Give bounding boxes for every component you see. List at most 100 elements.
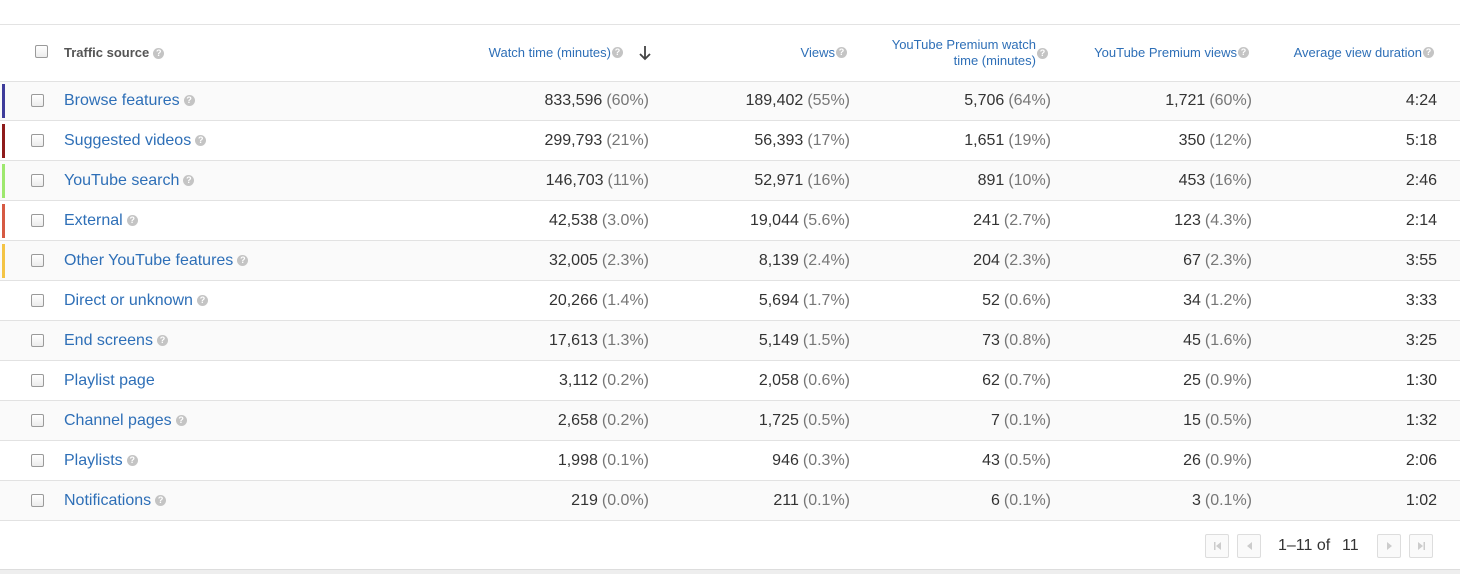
row-checkbox[interactable] bbox=[31, 294, 44, 307]
cell-value: 1,998 bbox=[557, 452, 598, 469]
cell-value: 8,139 bbox=[758, 252, 799, 269]
help-icon[interactable] bbox=[836, 47, 847, 58]
select-all-checkbox[interactable] bbox=[35, 45, 48, 58]
column-header[interactable]: Average view duration bbox=[1294, 45, 1422, 61]
cell-value: 1,725 bbox=[758, 412, 799, 429]
row-checkbox[interactable] bbox=[31, 214, 44, 227]
row-checkbox[interactable] bbox=[31, 454, 44, 467]
cell: 1:30 bbox=[1406, 371, 1437, 391]
cell-value: 43 bbox=[982, 452, 1000, 469]
help-icon[interactable] bbox=[1037, 48, 1048, 59]
source-link[interactable]: External bbox=[64, 211, 138, 231]
cell-share: (21%) bbox=[606, 132, 649, 149]
source-link[interactable]: Notifications bbox=[64, 491, 167, 511]
source-link[interactable]: Browse features bbox=[64, 91, 195, 111]
help-icon[interactable] bbox=[612, 47, 623, 58]
cell: 1,721 (60%) bbox=[1165, 91, 1252, 111]
source-link[interactable]: End screens bbox=[64, 331, 168, 351]
cell: 56,393 (17%) bbox=[754, 131, 850, 151]
help-icon[interactable] bbox=[237, 255, 249, 267]
row-checkbox[interactable] bbox=[31, 494, 44, 507]
source-header[interactable]: Traffic source bbox=[64, 45, 165, 60]
source-link[interactable]: Direct or unknown bbox=[64, 291, 208, 311]
help-icon[interactable] bbox=[126, 215, 138, 227]
cell-value: 73 bbox=[982, 332, 1000, 349]
help-icon[interactable] bbox=[1423, 47, 1434, 58]
row-checkbox[interactable] bbox=[31, 374, 44, 387]
cell-share: (10%) bbox=[1008, 172, 1051, 189]
source-link[interactable]: Channel pages bbox=[64, 411, 187, 431]
cell: 123 (4.3%) bbox=[1174, 211, 1252, 231]
cell-value: 4:24 bbox=[1405, 92, 1437, 109]
help-icon[interactable] bbox=[1238, 47, 1249, 58]
source-link[interactable]: Suggested videos bbox=[64, 131, 207, 151]
cell-share: (0.5%) bbox=[1003, 452, 1051, 469]
cell-value: 52,971 bbox=[754, 172, 804, 189]
cell-value: 299,793 bbox=[544, 132, 603, 149]
source-link[interactable]: Other YouTube features bbox=[64, 251, 249, 271]
cell-share: (0.1%) bbox=[802, 492, 850, 509]
help-icon[interactable] bbox=[155, 495, 167, 507]
source-link[interactable]: Playlist page bbox=[64, 371, 155, 391]
column-header[interactable]: YouTube Premium views bbox=[1094, 45, 1237, 61]
row-checkbox[interactable] bbox=[31, 334, 44, 347]
cell: 62 (0.7%) bbox=[982, 371, 1051, 391]
next-page-button[interactable] bbox=[1377, 534, 1401, 558]
help-icon[interactable] bbox=[183, 95, 195, 107]
page-total: 11 bbox=[1342, 537, 1359, 554]
cell: 26 (0.9%) bbox=[1183, 451, 1252, 471]
cell-share: (0.1%) bbox=[601, 452, 649, 469]
cell-share: (0.1%) bbox=[1003, 412, 1051, 429]
color-marker bbox=[2, 204, 5, 238]
cell-value: 3:25 bbox=[1405, 332, 1437, 349]
help-icon[interactable] bbox=[153, 48, 165, 60]
source-text: End screens bbox=[64, 332, 153, 349]
help-icon[interactable] bbox=[195, 135, 207, 147]
column-header[interactable]: Watch time (minutes) bbox=[489, 45, 611, 61]
cell: 146,703 (11%) bbox=[546, 171, 649, 191]
cell-share: (0.6%) bbox=[1003, 292, 1051, 309]
header-line: YouTube Premium watch bbox=[891, 37, 1036, 52]
cell-share: (4.3%) bbox=[1204, 212, 1252, 229]
header-line: Watch time (minutes) bbox=[488, 45, 611, 60]
cell-value: 1,651 bbox=[964, 132, 1005, 149]
row-checkbox[interactable] bbox=[31, 174, 44, 187]
cell-share: (64%) bbox=[1008, 92, 1051, 109]
source-text: Suggested videos bbox=[64, 132, 192, 149]
row-checkbox[interactable] bbox=[31, 254, 44, 267]
cell-value: 2:46 bbox=[1405, 172, 1437, 189]
cell-value: 15 bbox=[1183, 412, 1201, 429]
cell: 3,112 (0.2%) bbox=[559, 371, 649, 391]
help-icon[interactable] bbox=[196, 295, 208, 307]
row-checkbox[interactable] bbox=[31, 414, 44, 427]
source-link[interactable]: YouTube search bbox=[64, 171, 195, 191]
cell-value: 17,613 bbox=[548, 332, 598, 349]
help-icon[interactable] bbox=[183, 175, 195, 187]
column-header[interactable]: Views bbox=[801, 45, 835, 61]
cell-value: 67 bbox=[1183, 252, 1201, 269]
source-link[interactable]: Playlists bbox=[64, 451, 138, 471]
help-icon[interactable] bbox=[126, 455, 138, 467]
cell-value: 2:06 bbox=[1405, 452, 1437, 469]
cell-value: 2,058 bbox=[758, 372, 799, 389]
first-page-button[interactable] bbox=[1205, 534, 1229, 558]
cell-share: (1.6%) bbox=[1204, 332, 1252, 349]
row-checkbox[interactable] bbox=[31, 94, 44, 107]
source-text: Channel pages bbox=[64, 412, 172, 429]
cell-value: 26 bbox=[1183, 452, 1201, 469]
cell-share: (0.9%) bbox=[1204, 372, 1252, 389]
help-icon[interactable] bbox=[156, 335, 168, 347]
cell: 1,651 (19%) bbox=[964, 131, 1051, 151]
cell-share: (2.3%) bbox=[1003, 252, 1051, 269]
cell: 3:33 bbox=[1406, 291, 1437, 311]
last-page-button[interactable] bbox=[1409, 534, 1433, 558]
header-line: YouTube Premium views bbox=[1094, 45, 1237, 60]
cell: 73 (0.8%) bbox=[982, 331, 1051, 351]
row-checkbox[interactable] bbox=[31, 134, 44, 147]
prev-page-button[interactable] bbox=[1237, 534, 1261, 558]
cell-value: 3 bbox=[1191, 492, 1201, 509]
cell: 833,596 (60%) bbox=[544, 91, 649, 111]
help-icon[interactable] bbox=[175, 415, 187, 427]
cell-value: 25 bbox=[1183, 372, 1201, 389]
column-header[interactable]: YouTube Premium watch time (minutes) bbox=[892, 37, 1036, 69]
